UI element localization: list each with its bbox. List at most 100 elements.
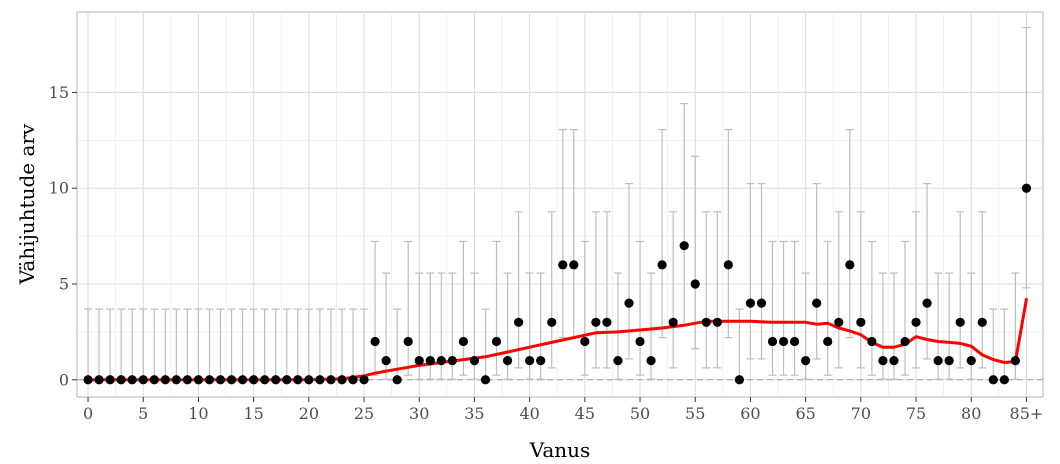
data-point (790, 336, 800, 347)
data-point (569, 260, 579, 270)
data-point (900, 336, 910, 347)
data-point (955, 317, 965, 327)
data-point (812, 298, 822, 308)
data-point (315, 375, 325, 385)
point-layer (83, 183, 1032, 385)
error-bar-layer (84, 26, 1031, 381)
data-point (547, 317, 557, 327)
y-tick-label: 10 (49, 179, 69, 198)
x-tick-label: 55 (685, 404, 705, 423)
data-point (635, 336, 645, 347)
data-point (668, 317, 678, 327)
x-tick-label: 70 (851, 404, 871, 423)
data-point (856, 317, 866, 327)
data-point (591, 317, 601, 327)
data-point (326, 375, 336, 385)
data-point (580, 336, 590, 347)
data-point (502, 356, 513, 366)
data-point (381, 356, 391, 366)
x-tick-label: 75 (906, 404, 926, 423)
data-point (723, 260, 733, 270)
data-point (823, 336, 833, 347)
data-point (889, 356, 899, 366)
x-tick-label: 85+ (1010, 404, 1044, 423)
data-point (944, 356, 954, 366)
data-point (657, 260, 667, 270)
data-point (469, 356, 480, 366)
data-point (966, 356, 976, 366)
data-point (646, 356, 656, 366)
x-axis-title: Vanus (529, 438, 591, 462)
data-point (491, 336, 502, 347)
data-point (83, 375, 93, 385)
x-tick-label: 65 (795, 404, 815, 423)
data-point (514, 317, 524, 327)
data-point (558, 260, 568, 270)
data-point (778, 336, 789, 347)
data-point (293, 375, 303, 385)
data-point (204, 375, 215, 385)
x-tick-label: 50 (630, 404, 650, 423)
data-point (149, 375, 159, 385)
data-point (834, 317, 844, 327)
x-tick-label: 5 (138, 404, 148, 423)
data-point (127, 375, 137, 385)
data-point (105, 375, 115, 385)
data-point (801, 356, 811, 366)
data-point (436, 356, 446, 366)
data-point (116, 375, 126, 385)
axis-layer: 0 5 10 15 0 5 10 15 20 25 30 35 40 45 50 55 60 65 70 75 80 85… (49, 83, 1044, 423)
x-tick-label: 15 (243, 404, 263, 423)
data-point (701, 317, 711, 327)
data-point (1021, 183, 1032, 193)
x-tick-label: 0 (83, 404, 93, 423)
data-point (94, 375, 104, 385)
data-point (922, 298, 932, 308)
data-point (878, 356, 888, 366)
data-point (867, 336, 877, 347)
data-point (988, 375, 998, 385)
data-point (182, 375, 192, 385)
data-point (756, 298, 767, 308)
data-point (745, 298, 756, 308)
data-point (977, 317, 987, 327)
data-point (690, 279, 700, 289)
x-tick-label: 80 (961, 404, 981, 423)
x-tick-label: 35 (464, 404, 484, 423)
data-point (260, 375, 270, 385)
smooth-line-layer (86, 297, 1028, 382)
data-point (712, 317, 722, 327)
data-point (359, 375, 369, 385)
data-point (425, 356, 435, 366)
x-tick-label: 10 (188, 404, 208, 423)
data-point (845, 260, 855, 270)
data-point (480, 375, 491, 385)
data-point (282, 375, 292, 385)
data-point (999, 375, 1009, 385)
data-point (734, 375, 745, 385)
data-point (525, 356, 535, 366)
data-point (249, 375, 259, 385)
x-tick-label: 60 (740, 404, 760, 423)
data-point (193, 375, 204, 385)
data-point (348, 375, 358, 385)
data-point (536, 356, 546, 366)
data-point (215, 375, 226, 385)
y-tick-label: 15 (49, 83, 69, 102)
data-point (911, 317, 921, 327)
data-point (271, 375, 281, 385)
x-tick-label: 20 (299, 404, 319, 423)
data-point (370, 336, 380, 347)
data-point (679, 241, 689, 251)
data-point (392, 375, 402, 385)
data-point (403, 336, 413, 347)
data-point (767, 336, 778, 347)
data-point (160, 375, 170, 385)
data-point (238, 375, 248, 385)
data-point (602, 317, 612, 327)
x-tick-label: 45 (575, 404, 595, 423)
data-point (1010, 356, 1021, 366)
data-point (337, 375, 347, 385)
x-tick-label: 40 (519, 404, 539, 423)
